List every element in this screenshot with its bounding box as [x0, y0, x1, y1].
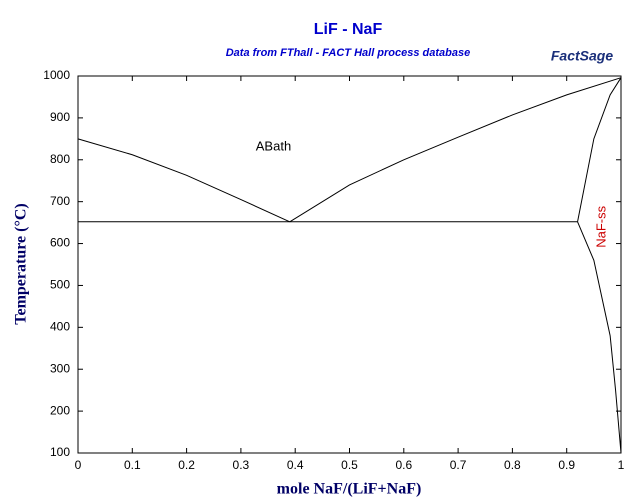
y-tick-label: 100 [50, 445, 70, 459]
phase-boundary [577, 221, 622, 454]
x-tick-label: 0.9 [558, 458, 575, 472]
y-tick-label: 600 [50, 236, 70, 250]
plot-frame [77, 75, 622, 454]
y-tick-label: 300 [50, 361, 70, 375]
x-tick-label: 0.7 [450, 458, 467, 472]
x-tick-label: 0 [75, 458, 82, 472]
y-tick-label: 800 [50, 152, 70, 166]
y-tick-label: 500 [50, 278, 70, 292]
phase-boundary [289, 77, 622, 223]
x-tick-label: 0.3 [233, 458, 250, 472]
logo: FactSage [551, 48, 613, 64]
y-tick-label: 900 [50, 110, 70, 124]
y-tick-label: 700 [50, 194, 70, 208]
x-tick-label: 0.8 [504, 458, 521, 472]
x-tick-label: 0.5 [341, 458, 358, 472]
chart-title: LiF - NaF [314, 21, 383, 38]
x-tick-label: 1 [618, 458, 625, 472]
phase-boundary [77, 138, 290, 223]
x-axis-label: mole NaF/(LiF+NaF) [277, 481, 422, 498]
region-label: ABath [256, 139, 291, 154]
y-tick-label: 1000 [43, 68, 70, 82]
x-tick-label: 0.4 [287, 458, 304, 472]
y-tick-label: 400 [50, 320, 70, 334]
x-tick-label: 0.1 [124, 458, 141, 472]
y-axis-label: Temperature (°C) [13, 203, 30, 324]
chart-subtitle: Data from FThall - FACT Hall process dat… [226, 47, 471, 59]
region-label: NaF-ss [593, 205, 608, 247]
x-tick-label: 0.2 [178, 458, 195, 472]
phase-boundary [577, 77, 622, 222]
x-tick-label: 0.6 [395, 458, 412, 472]
y-tick-label: 200 [50, 403, 70, 417]
